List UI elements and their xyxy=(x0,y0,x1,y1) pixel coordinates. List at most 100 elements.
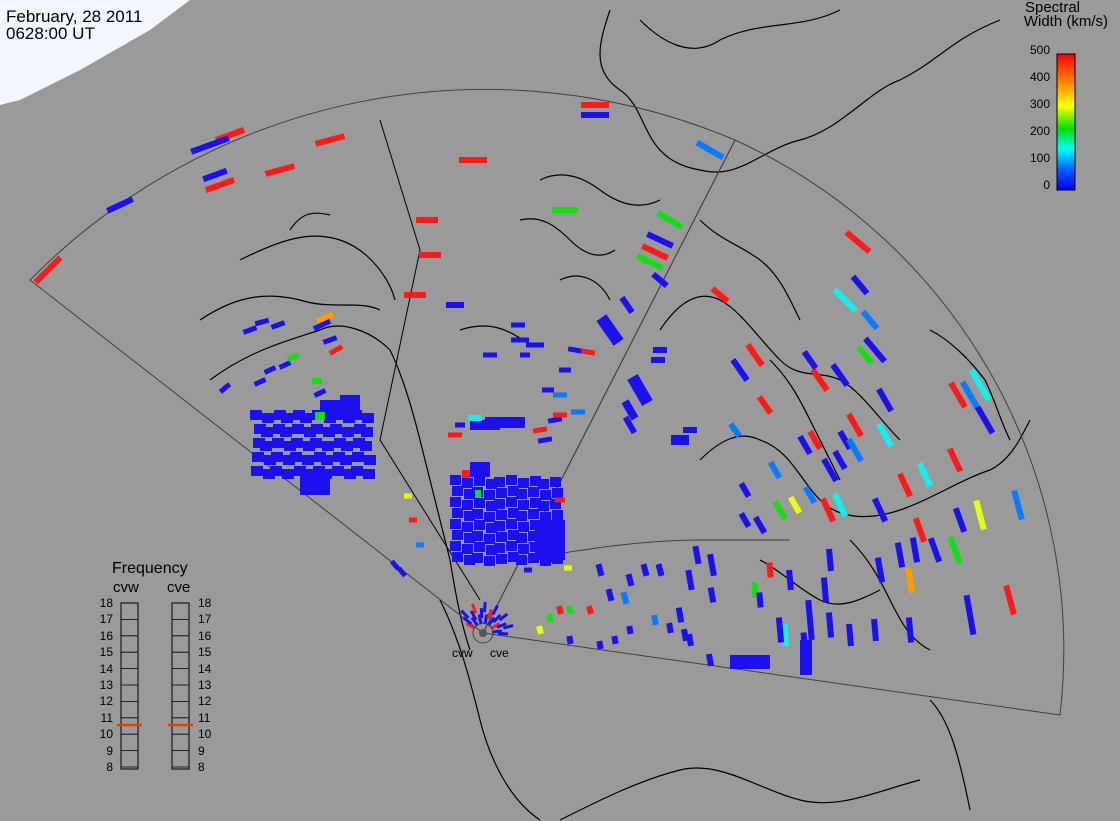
scatter-cell xyxy=(552,207,578,213)
scatter-cell xyxy=(536,625,544,635)
scatter-cell xyxy=(532,426,548,434)
scatter-cell xyxy=(190,135,230,155)
scatter-cell xyxy=(586,605,594,615)
scatter-cell xyxy=(894,542,906,568)
scatter-cell xyxy=(274,410,286,420)
scatter-cell xyxy=(909,537,921,563)
scatter-cell xyxy=(963,594,977,636)
scatter-cell xyxy=(819,497,837,523)
scatter-cell xyxy=(685,569,695,591)
scatter-cell xyxy=(404,493,412,499)
scatter-cell xyxy=(302,455,314,465)
scatter-cell xyxy=(332,466,344,476)
scatter-cell xyxy=(738,482,752,498)
frequency-scale-number: 17 xyxy=(99,612,113,627)
scatter-cell xyxy=(272,438,284,448)
scatter-cell xyxy=(253,438,265,448)
frequency-scale-number: 9 xyxy=(106,743,113,758)
scatter-cell xyxy=(490,420,525,428)
scatter-cell xyxy=(752,515,768,535)
scatter-cell xyxy=(459,157,487,163)
scatter-cell xyxy=(653,347,667,353)
scatter-cell xyxy=(555,497,565,503)
scatter-cell xyxy=(465,622,476,630)
scatter-cell xyxy=(876,387,894,413)
frequency-scale-number: 8 xyxy=(106,760,113,774)
scatter-cell xyxy=(546,613,554,623)
scatter-cell xyxy=(626,625,634,635)
scatter-cell xyxy=(524,567,532,573)
scatter-cell xyxy=(479,607,484,619)
scatter-cell xyxy=(363,469,375,479)
scatter-cell xyxy=(271,452,283,462)
scatter-cell xyxy=(596,640,604,650)
scatter-cell xyxy=(450,497,461,507)
scatter-cell xyxy=(621,399,639,421)
scatter-cell xyxy=(695,139,725,161)
scatter-cell xyxy=(409,517,417,523)
scatter-cell xyxy=(448,432,462,438)
frequency-scale-number: 11 xyxy=(198,710,211,725)
scatter-cell xyxy=(528,487,539,497)
scatter-cell xyxy=(360,441,372,451)
scatter-cell xyxy=(807,429,823,451)
scatter-cell xyxy=(419,252,441,258)
scatter-cell xyxy=(486,608,493,620)
scatter-cell xyxy=(516,511,527,521)
scatter-cell xyxy=(494,543,505,553)
frequency-bars xyxy=(120,602,190,770)
scatter-cell xyxy=(496,488,507,498)
scatter-cell xyxy=(506,497,517,507)
scatter-cell xyxy=(611,635,619,645)
scatter-cell xyxy=(520,352,530,358)
scatter-cell xyxy=(556,605,564,615)
scatter-cell xyxy=(364,455,376,465)
scatter-cell xyxy=(472,531,483,541)
scatter-cell xyxy=(328,344,344,356)
scatter-cell xyxy=(292,424,304,434)
radar-label-cvw: cvw xyxy=(452,646,473,660)
scatter-cell xyxy=(530,476,541,486)
frequency-scale-number: 18 xyxy=(99,596,113,610)
scatter-cell xyxy=(552,488,563,498)
scatter-cell xyxy=(340,395,360,410)
scatter-cell xyxy=(863,336,887,364)
scatter-cell xyxy=(312,318,332,332)
scatter-cell xyxy=(264,455,276,465)
scatter-cell xyxy=(544,557,552,563)
frequency-scale-number: 11 xyxy=(100,710,113,725)
scatter-cell xyxy=(260,441,272,451)
scatter-cell xyxy=(314,133,346,147)
scatter-cell xyxy=(278,360,292,370)
scatter-cell xyxy=(508,486,519,496)
scatter-cell xyxy=(832,287,858,313)
scatter-cell xyxy=(464,555,475,565)
scatter-cell xyxy=(312,378,322,384)
scatter-cell xyxy=(772,499,788,521)
frequency-title: Frequency xyxy=(112,560,188,577)
scatter-cell xyxy=(462,522,473,532)
scatter-cell xyxy=(946,447,964,473)
scatter-cell xyxy=(710,286,730,304)
scatter-cell xyxy=(830,363,850,387)
scatter-cell xyxy=(905,617,915,643)
scatter-cell xyxy=(826,548,834,572)
scatter-cell xyxy=(528,531,539,541)
scatter-cell xyxy=(270,320,286,330)
scatter-cell xyxy=(314,452,326,462)
frequency-scale-number: 16 xyxy=(99,628,113,643)
scatter-cell xyxy=(547,416,563,424)
scatter-cell xyxy=(470,420,500,430)
frequency-scale-number: 13 xyxy=(198,678,212,692)
scatter-cell xyxy=(825,612,835,638)
scatter-cell xyxy=(362,413,374,423)
scatter-cell xyxy=(334,438,346,448)
scatter-cell xyxy=(352,452,364,462)
scatter-cell xyxy=(775,617,785,643)
scatter-cell xyxy=(416,217,438,223)
scatter-cell xyxy=(487,616,496,627)
scatter-cell xyxy=(311,424,323,434)
scatter-cell xyxy=(530,498,541,508)
scatter-cell xyxy=(974,405,996,435)
